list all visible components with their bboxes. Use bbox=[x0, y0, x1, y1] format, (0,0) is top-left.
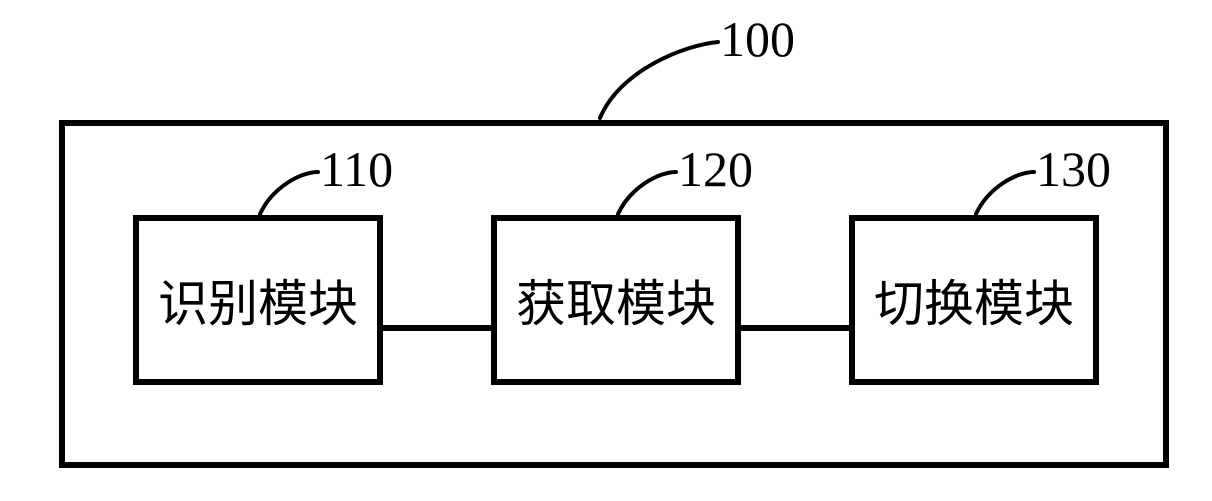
callout-130: 130 bbox=[1036, 140, 1111, 198]
module-label: 识别模块 bbox=[158, 264, 358, 336]
module-label: 切换模块 bbox=[874, 264, 1074, 336]
module-recognize: 识别模块 bbox=[133, 215, 383, 385]
module-acquire: 获取模块 bbox=[491, 215, 741, 385]
leader-130 bbox=[972, 168, 1038, 218]
diagram-canvas: 识别模块 获取模块 切换模块 100 110 120 130 bbox=[0, 0, 1212, 501]
leader-100 bbox=[596, 38, 722, 122]
connector-1-2 bbox=[383, 325, 491, 331]
callout-100: 100 bbox=[720, 10, 795, 68]
module-label: 获取模块 bbox=[516, 264, 716, 336]
callout-120: 120 bbox=[678, 140, 753, 198]
callout-110: 110 bbox=[320, 140, 393, 198]
leader-110 bbox=[256, 168, 322, 218]
connector-2-3 bbox=[741, 325, 849, 331]
leader-120 bbox=[614, 168, 680, 218]
module-switch: 切换模块 bbox=[849, 215, 1099, 385]
